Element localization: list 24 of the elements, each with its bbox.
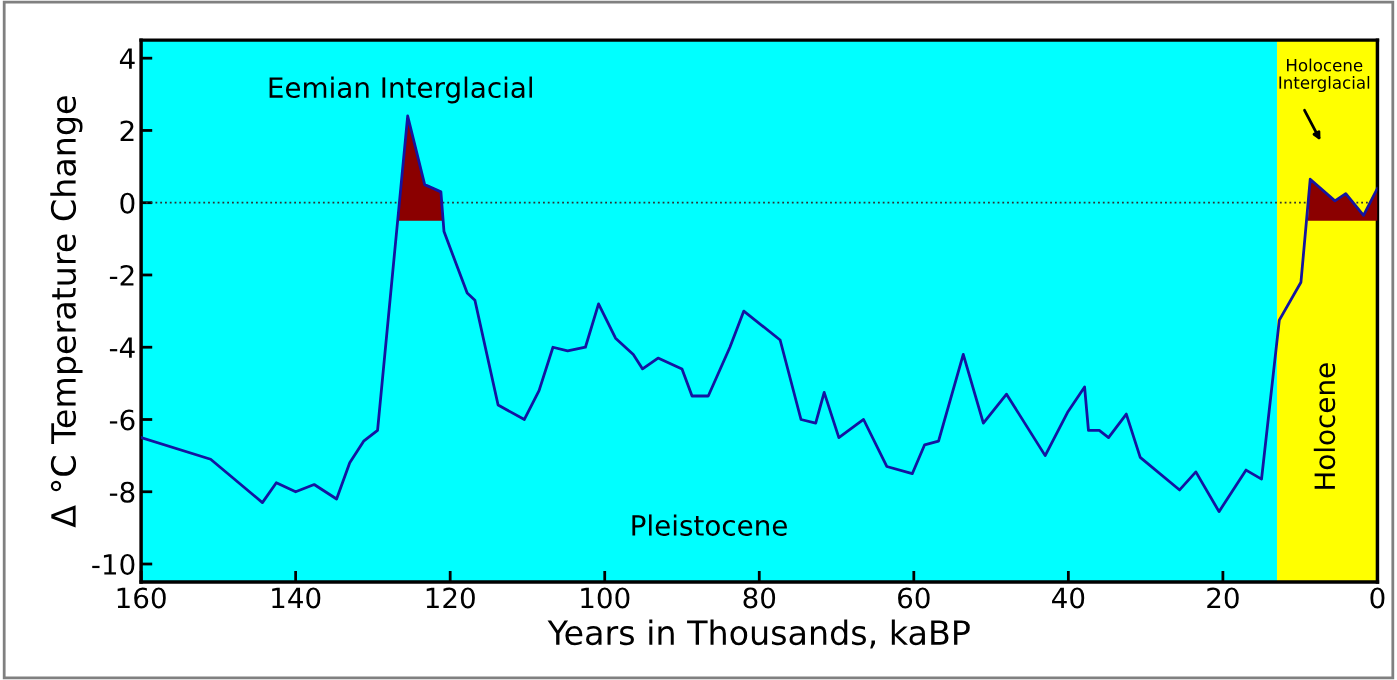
x-tick-label: 100 [581, 587, 630, 609]
x-axis-title: Years in Thousands, kaBP [547, 619, 970, 649]
x-tick-label: 40 [1052, 587, 1085, 609]
y-tick-label: -2 [109, 264, 134, 286]
y-tick-label: 0 [120, 192, 135, 214]
y-tick-label: -10 [92, 553, 135, 575]
x-tick-label: 120 [426, 587, 475, 609]
x-tick-label: 0 [1370, 587, 1385, 609]
band-label: Pleistocene [632, 514, 787, 536]
x-tick-label: 60 [898, 587, 930, 609]
x-tick-label: 140 [272, 587, 321, 609]
x-tick-label: 20 [1207, 587, 1239, 609]
y-tick-label: 2 [120, 120, 134, 141]
annotation: Holocene Interglacial [1279, 58, 1370, 93]
band-label: Holocene [1313, 363, 1336, 489]
x-tick-label: 160 [117, 587, 166, 609]
y-tick-label: -6 [109, 409, 135, 431]
line-series [141, 114, 1378, 514]
y-tick-label: 4 [119, 48, 135, 69]
y-axis-title: Δ °C Temperature Change [50, 96, 83, 528]
y-tick-label: -8 [109, 481, 135, 503]
annotation: Eemian Interglacial [269, 76, 532, 104]
x-tick-label: 80 [743, 587, 776, 609]
y-tick-label: -4 [109, 337, 135, 358]
